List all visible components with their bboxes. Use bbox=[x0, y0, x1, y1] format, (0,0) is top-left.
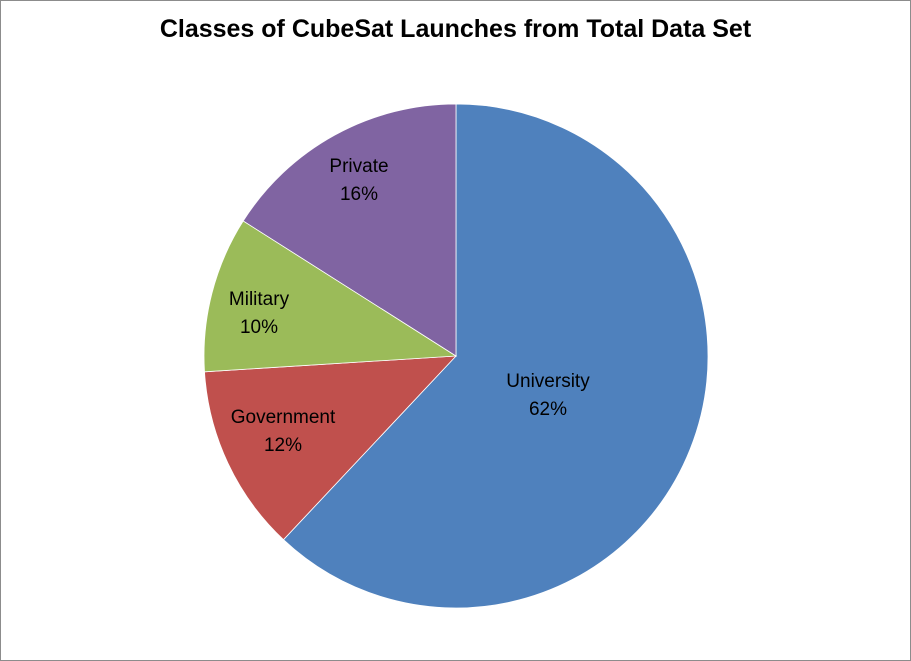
slice-percent-private: 16% bbox=[340, 184, 378, 205]
pie-slice-government bbox=[204, 355, 457, 541]
pie-slice-university bbox=[282, 103, 709, 609]
slice-percent-university: 62% bbox=[529, 399, 567, 420]
slice-label-private: Private bbox=[329, 156, 388, 177]
slice-percent-military: 10% bbox=[240, 317, 278, 338]
chart-title: Classes of CubeSat Launches from Total D… bbox=[159, 15, 752, 43]
pie-slice-private bbox=[242, 103, 457, 357]
slice-label-government: Government bbox=[231, 407, 336, 428]
slice-label-military: Military bbox=[229, 289, 290, 310]
pie-slice-military bbox=[203, 220, 458, 373]
slice-percent-government: 12% bbox=[264, 435, 302, 456]
slice-label-university: University bbox=[506, 371, 590, 392]
